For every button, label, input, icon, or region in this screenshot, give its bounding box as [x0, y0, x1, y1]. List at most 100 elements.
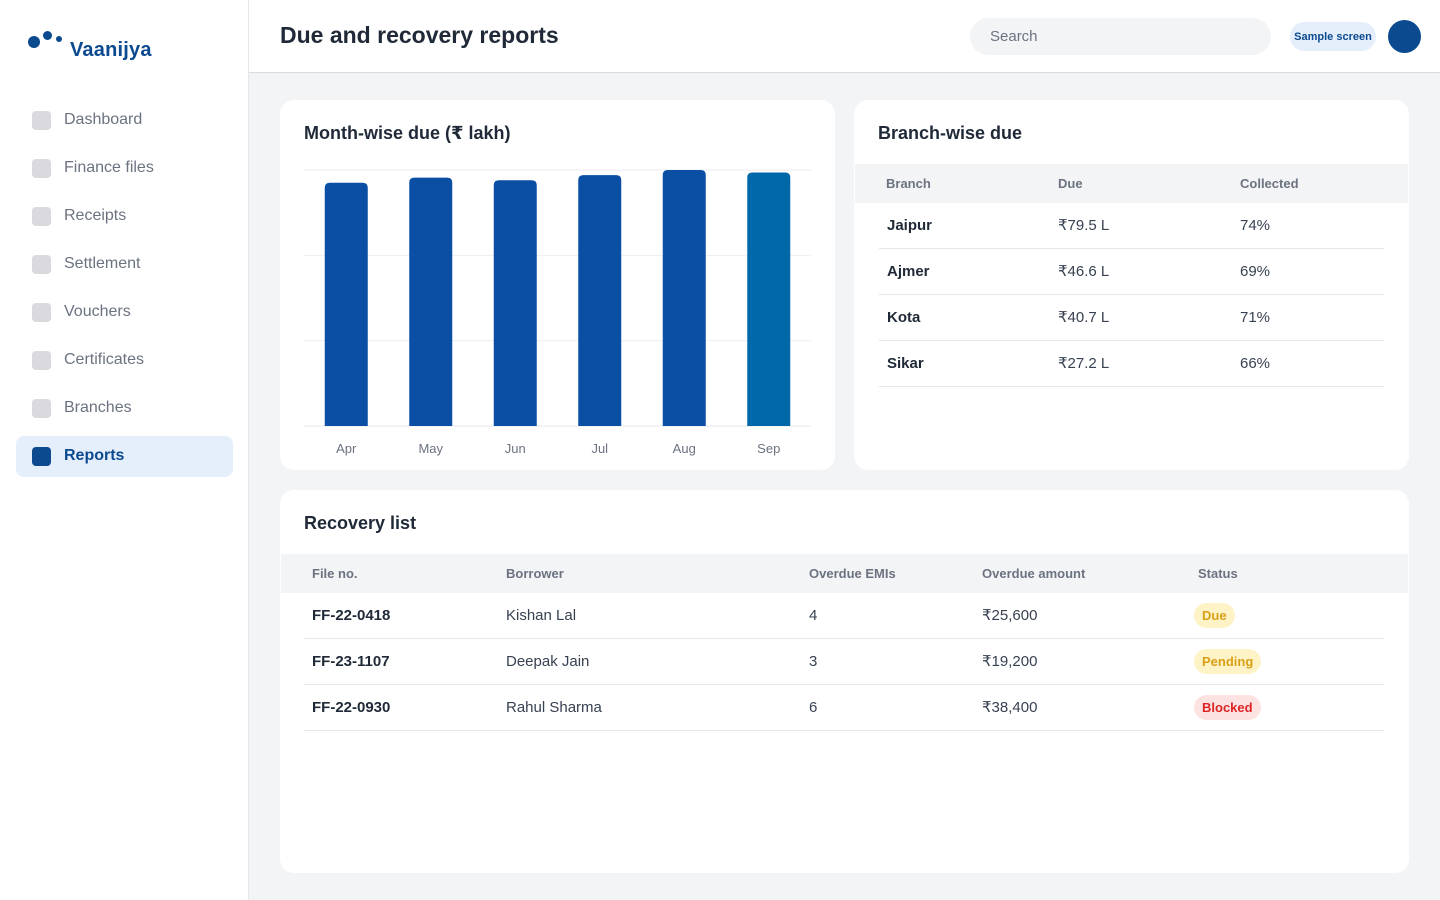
sidebar-item-label: Settlement — [64, 255, 141, 272]
overdue-emis: 4 — [809, 593, 982, 639]
sidebar-item-label: Reports — [64, 447, 125, 464]
status-badge: Pending — [1194, 649, 1262, 674]
recovery-card-title: Recovery list — [304, 513, 417, 533]
col-borrower: Borrower — [506, 566, 564, 581]
branch-name: Jaipur — [879, 203, 1058, 249]
x-tick-label: Jun — [505, 441, 526, 456]
branches-icon — [32, 399, 51, 418]
branch-name: Ajmer — [879, 249, 1058, 295]
file-no: FF-22-0418 — [304, 593, 506, 639]
x-tick-label: Sep — [757, 441, 780, 456]
status-badge: Due — [1194, 603, 1235, 628]
month-chart-title: Month-wise due (₹ lakh) — [304, 123, 511, 143]
overdue-emis: 6 — [809, 685, 982, 731]
col-overdue-amount: Overdue amount — [982, 566, 1086, 581]
bar-jul[interactable] — [578, 175, 622, 426]
x-tick-label: Jul — [591, 441, 608, 456]
brand-name: Vaanijya — [70, 39, 152, 61]
overdue-amount: ₹25,600 — [982, 593, 1198, 639]
bar-apr[interactable] — [324, 182, 368, 426]
dashboard-icon — [32, 111, 51, 130]
col-file-no: File no. — [312, 566, 358, 581]
overdue-amount: ₹38,400 — [982, 685, 1198, 731]
logo-dot-icon — [56, 36, 62, 42]
finance-files-icon — [32, 159, 51, 178]
branch-card-title: Branch-wise due — [878, 123, 1023, 143]
sidebar-item-label: Vouchers — [64, 303, 131, 320]
search-input[interactable] — [970, 18, 1271, 55]
sidebar-item-dashboard[interactable]: Dashboard — [16, 100, 233, 141]
bar-jun[interactable] — [493, 180, 537, 426]
branch-collected: 69% — [1240, 249, 1384, 295]
col-branch: Branch — [886, 176, 931, 191]
page-title: Due and recovery reports — [280, 22, 559, 48]
bar-aug[interactable] — [662, 170, 706, 426]
sidebar-item-label: Dashboard — [64, 111, 143, 128]
month-wise-due-chart: Apr May Jun Jul Aug Sep — [304, 169, 811, 456]
branch-due: ₹46.6 L — [1058, 249, 1240, 295]
sidebar-item-certificates[interactable]: Certificates — [16, 340, 233, 381]
x-tick-label: Apr — [336, 441, 357, 456]
status-badge: Blocked — [1194, 695, 1261, 720]
table-row[interactable]: FF-22-0418 Kishan Lal 4 ₹25,600 Due — [281, 593, 1408, 639]
branch-name: Sikar — [879, 341, 1058, 387]
branch-name: Kota — [879, 295, 1058, 341]
table-row[interactable]: FF-22-0930 Rahul Sharma 6 ₹38,400 Blocked — [281, 685, 1408, 731]
sidebar-item-reports[interactable]: Reports — [16, 436, 233, 477]
overdue-amount: ₹19,200 — [982, 639, 1198, 685]
x-tick-label: May — [418, 441, 443, 456]
file-no: FF-22-0930 — [304, 685, 506, 731]
overdue-emis: 3 — [809, 639, 982, 685]
logo-dot-icon — [28, 36, 40, 48]
recovery-table-header: File no. Borrower Overdue EMIs Overdue a… — [281, 554, 1408, 593]
vouchers-icon — [32, 303, 51, 322]
reports-icon — [32, 447, 51, 466]
settlement-icon — [32, 255, 51, 274]
sidebar-item-receipts[interactable]: Receipts — [16, 196, 233, 237]
branch-collected: 66% — [1240, 341, 1384, 387]
table-row[interactable]: FF-23-1107 Deepak Jain 3 ₹19,200 Pending — [281, 639, 1408, 685]
avatar[interactable] — [1388, 20, 1421, 53]
table-row[interactable]: Sikar ₹27.2 L 66% — [855, 341, 1408, 387]
branch-due: ₹79.5 L — [1058, 203, 1240, 249]
sample-screen-badge: Sample screen — [1290, 22, 1376, 51]
bar-may[interactable] — [409, 177, 453, 426]
borrower-name: Deepak Jain — [506, 639, 809, 685]
col-overdue-emis: Overdue EMIs — [809, 566, 896, 581]
sidebar-item-label: Receipts — [64, 207, 127, 224]
sidebar-nav: Dashboard Finance files Receipts Settlement… — [16, 100, 233, 484]
sidebar-item-branches[interactable]: Branches — [16, 388, 233, 429]
logo-dot-icon — [43, 31, 52, 40]
table-row[interactable]: Ajmer ₹46.6 L 69% — [855, 249, 1408, 295]
x-tick-label: Aug — [673, 441, 696, 456]
table-row[interactable]: Kota ₹40.7 L 71% — [855, 295, 1408, 341]
col-status: Status — [1198, 566, 1238, 581]
recovery-table: File no. Borrower Overdue EMIs Overdue a… — [281, 554, 1408, 731]
sidebar-item-settlement[interactable]: Settlement — [16, 244, 233, 285]
file-no: FF-23-1107 — [304, 639, 506, 685]
table-row[interactable]: Jaipur ₹79.5 L 74% — [855, 203, 1408, 249]
col-collected: Collected — [1240, 176, 1299, 191]
certificates-icon — [32, 351, 51, 370]
branch-collected: 74% — [1240, 203, 1384, 249]
branch-table-header: Branch Due Collected — [855, 164, 1408, 203]
month-wise-due-card: Month-wise due (₹ lakh) Apr May Jun Jul Aug S… — [280, 100, 835, 470]
borrower-name: Rahul Sharma — [506, 685, 809, 731]
borrower-name: Kishan Lal — [506, 593, 809, 639]
branch-collected: 71% — [1240, 295, 1384, 341]
page-header: Due and recovery reports Sample screen — [249, 0, 1440, 73]
sidebar-item-label: Branches — [64, 399, 132, 416]
branch-due: ₹27.2 L — [1058, 341, 1240, 387]
receipts-icon — [32, 207, 51, 226]
branch-due: ₹40.7 L — [1058, 295, 1240, 341]
sidebar-item-vouchers[interactable]: Vouchers — [16, 292, 233, 333]
brand-logo[interactable]: Vaanijya — [28, 30, 228, 64]
sidebar: Vaanijya Dashboard Finance files Receipts S… — [0, 0, 249, 900]
branch-table: Branch Due Collected Jaipur ₹79.5 L 74% Ajm… — [855, 164, 1408, 387]
sidebar-item-finance-files[interactable]: Finance files — [16, 148, 233, 189]
sidebar-item-label: Finance files — [64, 159, 154, 176]
sidebar-item-label: Certificates — [64, 351, 145, 368]
col-due: Due — [1058, 176, 1083, 191]
bar-sep[interactable] — [747, 172, 791, 426]
recovery-list-card: Recovery list File no. Borrower Overdue … — [280, 490, 1409, 873]
